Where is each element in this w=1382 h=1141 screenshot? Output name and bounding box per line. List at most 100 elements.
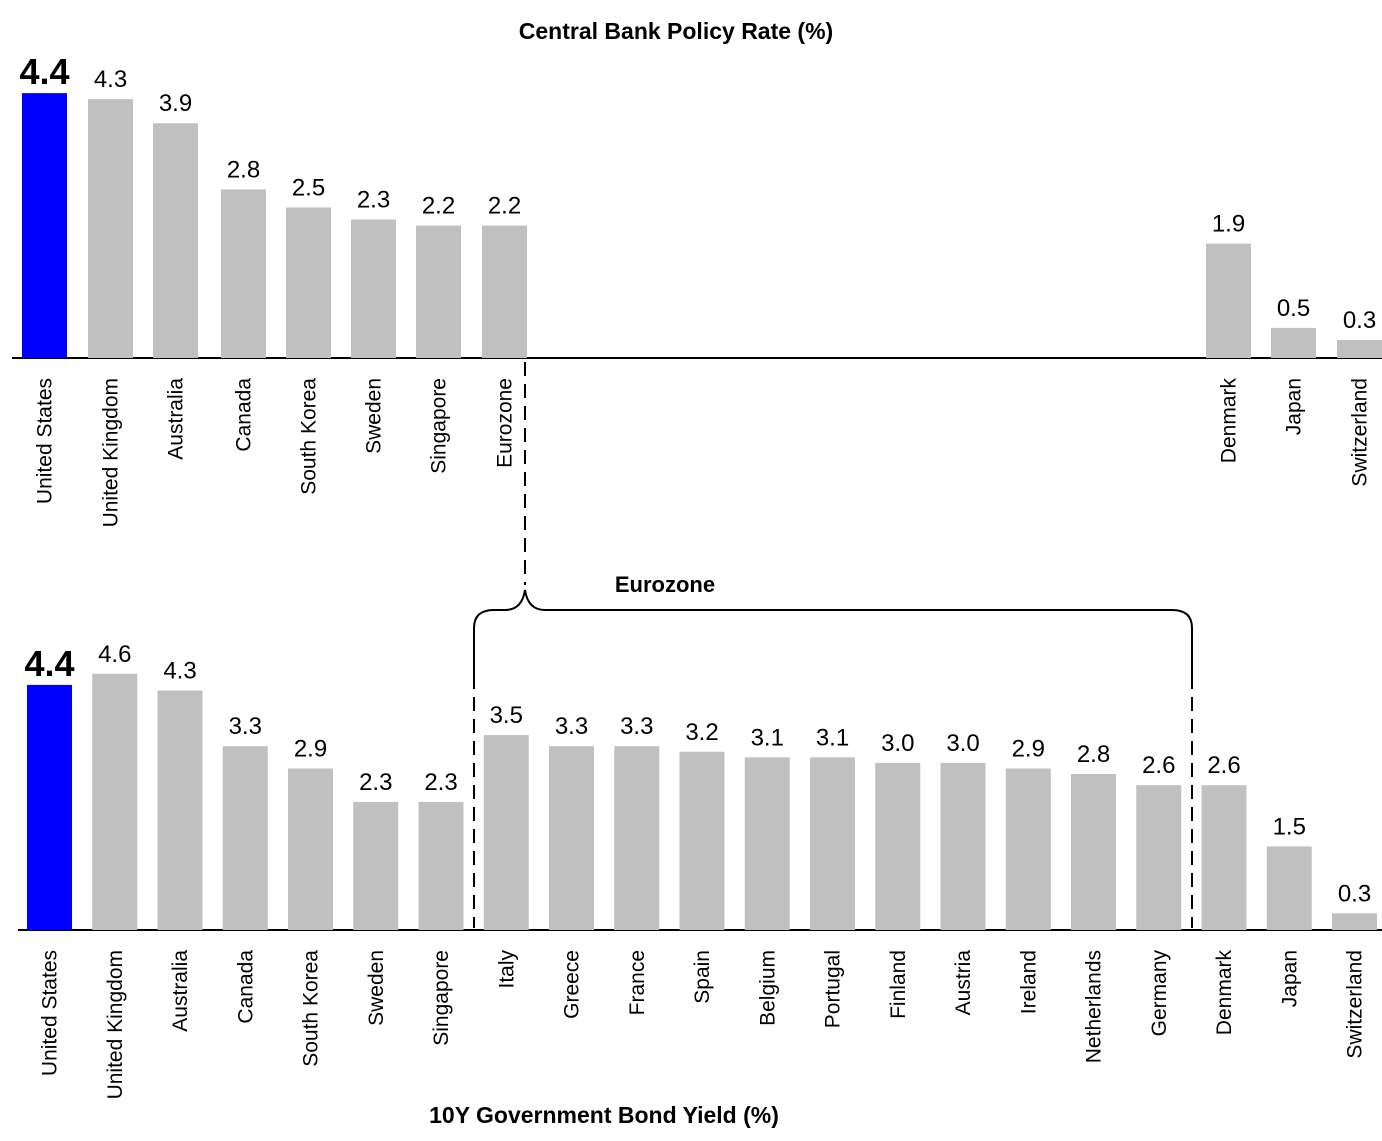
yield-bar-netherlands <box>1071 774 1116 930</box>
yield-category-label-south-korea: South Korea <box>300 950 323 1067</box>
yield-value-label-ireland: 2.9 <box>1012 735 1045 762</box>
yield-bar-greece <box>549 746 594 930</box>
policy-value-label-united-kingdom: 4.3 <box>94 66 127 93</box>
yield-bar-finland <box>875 762 921 930</box>
bond-yield-chart: 4.4 United States 4.6 United Kingdom 4.3 Aust… <box>18 641 1382 1099</box>
yield-bar-sweden <box>353 801 399 930</box>
yield-bar-portugal <box>810 757 855 930</box>
yield-value-label-portugal: 3.1 <box>816 724 849 751</box>
chart-title-bond-yield: 10Y Government Bond Yield (%) <box>429 1102 779 1128</box>
yield-value-label-spain: 3.2 <box>685 719 718 746</box>
yield-category-label-finland: Finland <box>887 950 910 1019</box>
yield-category-label-canada: Canada <box>234 950 257 1024</box>
yield-category-label-austria: Austria <box>952 950 975 1016</box>
yield-value-label-finland: 3.0 <box>881 730 914 757</box>
policy-category-label-australia: Australia <box>165 378 188 460</box>
policy-value-label-denmark: 1.9 <box>1212 211 1245 238</box>
yield-value-label-france: 3.3 <box>620 713 653 740</box>
yield-bar-france <box>614 746 660 930</box>
yield-bar-spain <box>679 751 725 930</box>
yield-bar-denmark <box>1201 785 1247 930</box>
yield-category-label-germany: Germany <box>1148 950 1171 1037</box>
yield-category-label-greece: Greece <box>561 950 584 1019</box>
policy-value-label-singapore: 2.2 <box>422 193 455 220</box>
policy-value-label-eurozone: 2.2 <box>488 193 521 220</box>
yield-bar-germany <box>1136 785 1182 930</box>
yield-category-label-australia: Australia <box>169 950 192 1032</box>
yield-value-label-netherlands: 2.8 <box>1077 741 1110 768</box>
policy-bar-sweden <box>351 219 396 358</box>
yield-bar-united-states <box>27 684 72 930</box>
yield-value-label-italy: 3.5 <box>490 702 523 729</box>
yield-category-label-switzerland: Switzerland <box>1344 950 1367 1059</box>
policy-category-label-sweden: Sweden <box>363 378 386 454</box>
yield-category-label-singapore: Singapore <box>430 950 453 1046</box>
eurozone-group-label: Eurozone <box>615 572 715 597</box>
yield-value-label-australia: 4.3 <box>163 657 196 684</box>
yield-category-label-spain: Spain <box>691 950 714 1004</box>
yield-category-label-ireland: Ireland <box>1017 950 1040 1014</box>
policy-bar-eurozone <box>482 225 527 358</box>
yield-value-label-united-kingdom: 4.6 <box>98 641 131 668</box>
yield-category-label-italy: Italy <box>495 950 518 989</box>
yield-bar-switzerland <box>1332 913 1377 930</box>
policy-bar-denmark <box>1206 243 1251 358</box>
yield-bar-italy <box>483 735 529 930</box>
yield-bar-ireland <box>1005 768 1051 930</box>
policy-bar-south-korea <box>286 207 331 358</box>
eurozone-bracket <box>473 589 1193 675</box>
yield-value-label-japan: 1.5 <box>1273 813 1306 840</box>
policy-category-label-japan: Japan <box>1283 378 1306 435</box>
policy-category-label-canada: Canada <box>233 378 256 452</box>
yield-bar-belgium <box>744 757 790 930</box>
yield-value-label-switzerland: 0.3 <box>1338 880 1371 907</box>
policy-category-label-south-korea: South Korea <box>298 378 321 495</box>
policy-bar-australia <box>153 123 198 358</box>
yield-value-label-united-states: 4.4 <box>24 643 74 684</box>
chart-title-policy-rate: Central Bank Policy Rate (%) <box>519 18 833 44</box>
policy-bar-singapore <box>416 225 461 358</box>
yield-bar-singapore <box>418 801 464 930</box>
policy-value-label-canada: 2.8 <box>227 156 260 183</box>
yield-value-label-germany: 2.6 <box>1142 752 1175 779</box>
yield-value-label-austria: 3.0 <box>946 730 979 757</box>
yield-category-label-united-states: United States <box>39 950 62 1076</box>
yield-value-label-canada: 3.3 <box>229 713 262 740</box>
policy-value-label-south-korea: 2.5 <box>292 175 325 202</box>
policy-bar-japan <box>1271 327 1316 358</box>
policy-category-label-denmark: Denmark <box>1218 378 1241 464</box>
yield-value-label-singapore: 2.3 <box>424 769 457 796</box>
policy-value-label-united-states: 4.4 <box>19 51 69 92</box>
yield-value-label-belgium: 3.1 <box>751 724 784 751</box>
yield-bar-japan <box>1266 846 1312 930</box>
policy-rate-chart: 4.4 United States 4.3 United Kingdom 3.9 Aust… <box>12 51 1382 527</box>
yield-bar-australia <box>157 690 203 930</box>
policy-value-label-sweden: 2.3 <box>357 187 390 214</box>
policy-category-label-united-states: United States <box>34 378 57 504</box>
policy-category-label-singapore: Singapore <box>428 378 451 474</box>
yield-bar-canada <box>222 746 268 930</box>
yield-bar-south-korea <box>288 768 333 930</box>
policy-bar-switzerland <box>1337 339 1382 358</box>
policy-value-label-switzerland: 0.3 <box>1343 307 1376 334</box>
yield-value-label-denmark: 2.6 <box>1207 752 1240 779</box>
yield-category-label-netherlands: Netherlands <box>1083 950 1106 1063</box>
yield-category-label-portugal: Portugal <box>822 950 845 1028</box>
policy-bar-canada <box>221 189 266 358</box>
eurozone-connector: Eurozone <box>473 362 1193 928</box>
policy-category-label-switzerland: Switzerland <box>1349 378 1372 487</box>
yield-category-label-sweden: Sweden <box>365 950 388 1026</box>
policy-bar-united-kingdom <box>88 99 133 358</box>
yield-category-label-belgium: Belgium <box>756 950 779 1026</box>
yield-category-label-denmark: Denmark <box>1213 950 1236 1036</box>
yield-value-label-south-korea: 2.9 <box>294 735 327 762</box>
policy-value-label-japan: 0.5 <box>1277 295 1310 322</box>
yield-category-label-united-kingdom: United Kingdom <box>104 950 127 1099</box>
yield-bar-austria <box>940 762 986 930</box>
yield-value-label-greece: 3.3 <box>555 713 588 740</box>
yield-bar-united-kingdom <box>92 673 138 930</box>
policy-bar-united-states <box>22 93 67 359</box>
policy-value-label-australia: 3.9 <box>159 90 192 117</box>
